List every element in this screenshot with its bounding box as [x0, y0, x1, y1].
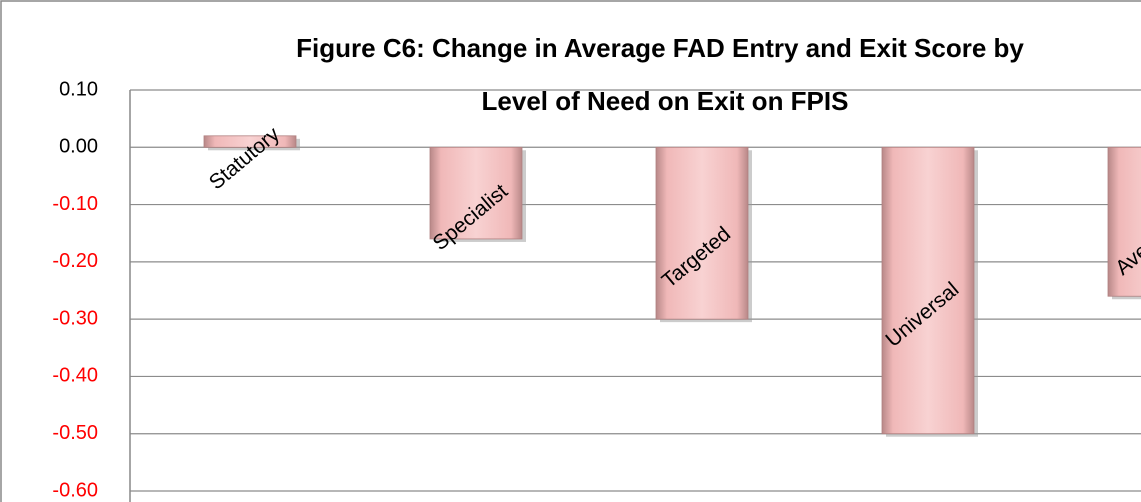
- chart-title: Figure C6: Change in Average FAD Entry a…: [296, 33, 1024, 63]
- bar: [429, 146, 523, 240]
- bar: [655, 146, 749, 320]
- bar: [1107, 146, 1141, 297]
- y-tick-label: -0.10: [52, 193, 98, 215]
- bars: [203, 135, 1141, 437]
- y-tick-label: 0.00: [59, 136, 98, 158]
- y-tick-label: -0.30: [52, 307, 98, 329]
- bar: [203, 135, 297, 148]
- y-tick-label: 0.10: [59, 78, 98, 100]
- y-tick-label: -0.60: [52, 479, 98, 501]
- y-tick-label: -0.20: [52, 250, 98, 272]
- y-tick-label: -0.50: [52, 422, 98, 444]
- chart-title: Level of Need on Exit on FPIS: [482, 86, 849, 116]
- y-tick-label: -0.40: [52, 365, 98, 387]
- bar: [881, 146, 975, 435]
